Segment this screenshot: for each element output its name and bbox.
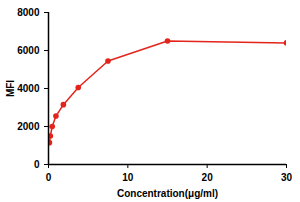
svg-text:6000: 6000	[17, 45, 40, 56]
svg-text:30: 30	[281, 172, 293, 183]
svg-text:4000: 4000	[17, 83, 40, 94]
svg-text:0: 0	[46, 172, 52, 183]
svg-text:2000: 2000	[17, 121, 40, 132]
svg-text:Concentration(μg/ml): Concentration(μg/ml)	[117, 188, 218, 199]
svg-text:20: 20	[202, 172, 214, 183]
svg-text:8000: 8000	[17, 7, 40, 18]
svg-text:10: 10	[122, 172, 134, 183]
svg-text:MFI: MFI	[5, 80, 16, 97]
svg-text:0: 0	[34, 159, 40, 170]
